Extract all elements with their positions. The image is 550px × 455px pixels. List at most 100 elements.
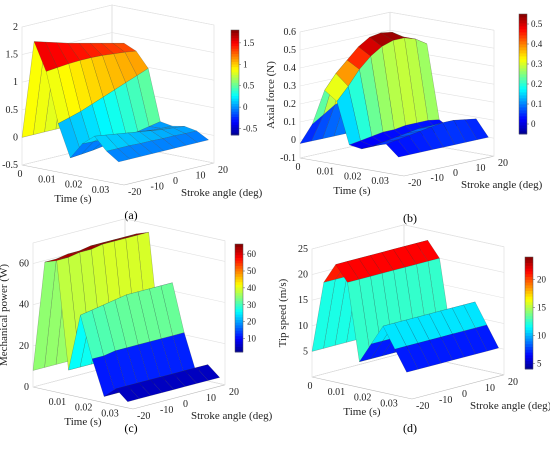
z-tick-label: 0.3	[284, 81, 297, 92]
z-tick-label: 0.4	[284, 63, 297, 74]
colorbar-segment	[519, 17, 527, 21]
colorbar-segment	[231, 53, 239, 57]
z-tick-label: 60	[19, 259, 29, 270]
colorbar-segment	[231, 51, 239, 55]
colorbar-segment	[525, 271, 533, 275]
z-tick-label: 0.5	[284, 45, 297, 56]
colorbar-segment	[519, 35, 527, 39]
colorbar-segment	[525, 310, 533, 314]
colorbar-segment	[519, 29, 527, 33]
z-gridline	[21, 4, 215, 28]
colorbar-tick-label: 0.2	[531, 79, 542, 89]
x-tick-label: 0	[18, 169, 23, 180]
y-tick-label: 0	[462, 389, 467, 400]
colorbar-segment	[525, 338, 533, 342]
colorbar-segment	[519, 98, 527, 102]
y-tick-label: 0	[173, 176, 178, 187]
colorbar-segment	[235, 257, 243, 261]
colorbar-tick-label: 20	[537, 274, 547, 284]
colorbar-segment	[235, 322, 243, 326]
surface-patch	[394, 345, 419, 373]
colorbar-segment	[235, 287, 243, 291]
colorbar-segment	[235, 311, 243, 315]
colorbar-segment	[519, 95, 527, 99]
colorbar-tick-label: -0.5	[243, 124, 258, 134]
colorbar-segment	[525, 360, 533, 364]
colorbar-segment	[235, 300, 243, 304]
x-tick-label: 0.01	[317, 167, 335, 178]
colorbar-tick-label: 15	[537, 302, 547, 312]
colorbar-segment	[519, 65, 527, 69]
colorbar-segment	[231, 111, 239, 115]
surface-patch	[115, 385, 140, 402]
colorbar-segment	[525, 318, 533, 322]
colorbar-segment	[231, 103, 239, 107]
colorbar-segment	[235, 338, 243, 342]
colorbar-segment	[519, 116, 527, 120]
x-tick-label: 0.03	[371, 176, 389, 187]
colorbar-segment	[231, 61, 239, 65]
colorbar-segment	[235, 319, 243, 323]
colorbar-tick-label: 5	[537, 358, 542, 368]
colorbar-segment	[235, 279, 243, 283]
colorbar-segment	[519, 89, 527, 93]
colorbar-segment	[231, 121, 239, 125]
colorbar-tick-label: 10	[247, 334, 257, 344]
colorbar-segment	[525, 366, 533, 370]
z-tick-label: 1	[13, 77, 18, 88]
colorbar-segment	[525, 324, 533, 328]
colorbar-segment	[519, 131, 527, 135]
z-tick-label: 2	[13, 22, 18, 33]
z-tick-label: 0	[291, 135, 296, 146]
y-tick-label: 20	[218, 165, 228, 176]
colorbar-segment	[231, 124, 239, 128]
colorbar-segment	[519, 47, 527, 51]
colorbar-segment	[235, 330, 243, 334]
colorbar-tick-label: 50	[247, 266, 257, 276]
z-tick-label: 15	[298, 295, 308, 306]
colorbar-segment	[231, 74, 239, 78]
colorbar-frame	[230, 29, 240, 136]
colorbar-segment	[235, 265, 243, 269]
colorbar-segment	[235, 249, 243, 253]
colorbar-segment	[235, 273, 243, 277]
z-axis-label: Mechanical power (W)	[0, 264, 10, 366]
x-tick-label: 0.02	[65, 180, 83, 191]
colorbar-segment	[519, 50, 527, 54]
z-gridline	[299, 29, 495, 51]
colorbar-segment	[231, 119, 239, 123]
y-tick-label: -20	[416, 401, 429, 412]
colorbar-segment	[525, 349, 533, 353]
colorbar-segment	[235, 325, 243, 329]
colorbar-segment	[519, 125, 527, 129]
colorbar-segment	[525, 343, 533, 347]
y-tick-label: -10	[439, 395, 452, 406]
colorbar-segment	[519, 62, 527, 66]
colorbar-segment	[235, 314, 243, 318]
colorbar-segment	[519, 53, 527, 57]
surface-patch	[385, 139, 411, 158]
z-tick-label: 10	[298, 321, 308, 332]
colorbar-segment	[519, 68, 527, 72]
colorbar-segment	[231, 95, 239, 99]
colorbar-segment	[235, 303, 243, 307]
colorbar-segment	[519, 119, 527, 123]
x-axis-label: Time (s)	[343, 406, 381, 418]
colorbar-tick-label: 60	[247, 249, 257, 259]
y-tick-label: 10	[196, 171, 206, 182]
colorbar-segment	[525, 293, 533, 297]
z-tick-label: 0.2	[284, 99, 297, 110]
colorbar-segment	[231, 132, 239, 136]
colorbar-segment	[525, 352, 533, 356]
colorbar-segment	[235, 327, 243, 331]
colorbar-segment	[235, 343, 243, 347]
colorbar-segment	[519, 38, 527, 42]
colorbar-segment	[235, 260, 243, 264]
panel-label: (b)	[403, 211, 417, 225]
colorbar-segment	[525, 265, 533, 269]
colorbar-segment	[525, 268, 533, 272]
colorbar-segment	[525, 363, 533, 367]
colorbar-segment	[519, 20, 527, 24]
colorbar-tick-label: 1.5	[243, 38, 255, 48]
